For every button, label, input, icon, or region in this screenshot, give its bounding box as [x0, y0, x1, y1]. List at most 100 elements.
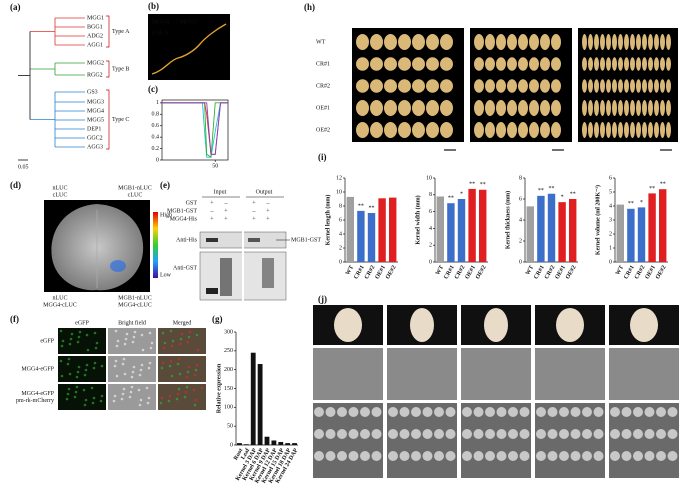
texture	[130, 385, 134, 389]
construct-label: nLUC	[53, 185, 68, 191]
kernel	[612, 34, 617, 50]
row-label: eGFP	[40, 338, 54, 344]
y-tick-label: 200	[224, 367, 233, 373]
sign: +	[210, 216, 214, 222]
texture	[124, 337, 128, 341]
starch-granule	[519, 407, 530, 417]
x-tick-label: OE#2	[475, 265, 488, 281]
y-tick-label: 10	[426, 175, 432, 181]
bar	[537, 195, 545, 262]
kernel	[412, 57, 425, 71]
starch-granule	[656, 451, 666, 461]
texture	[195, 333, 199, 337]
kernel	[529, 57, 539, 71]
bracket	[106, 15, 110, 48]
texture	[116, 339, 120, 343]
texture	[74, 390, 78, 394]
texture	[147, 366, 151, 370]
kernel	[618, 34, 623, 50]
starch-granule	[422, 451, 433, 461]
bar	[558, 202, 566, 262]
kernel	[507, 100, 517, 116]
band-label: MGB1-GST	[291, 237, 321, 243]
significance: **	[649, 186, 655, 192]
y-tick-label: 6	[339, 217, 342, 223]
bar	[468, 188, 476, 262]
y-tick-label: 2	[429, 243, 432, 249]
bar	[367, 213, 376, 262]
kernel	[588, 57, 593, 71]
y-tick-label: 0.6	[152, 123, 160, 129]
texture	[195, 363, 199, 367]
texture	[147, 396, 151, 400]
y-axis-label: Kernel thickness (mm)	[504, 191, 511, 249]
kernel	[642, 122, 647, 138]
significance: **	[549, 186, 555, 192]
starch-granule	[371, 429, 382, 439]
texture	[100, 364, 104, 368]
kernel	[551, 57, 561, 71]
texture	[59, 359, 63, 363]
panel-label: (g)	[212, 314, 223, 324]
starch-granule	[422, 429, 433, 439]
texture	[67, 357, 71, 361]
gene-label: MGG1	[87, 15, 104, 21]
starch-granule	[582, 429, 592, 439]
sign: –	[252, 208, 257, 214]
texture	[66, 392, 70, 396]
texture	[141, 348, 145, 352]
kernel	[440, 100, 453, 116]
starch-granule	[570, 429, 581, 439]
sign: +	[266, 208, 270, 214]
kernel	[412, 122, 425, 138]
kernel	[624, 34, 629, 50]
kernel	[540, 122, 550, 138]
starch-granule	[360, 407, 370, 417]
micrograph	[58, 384, 106, 410]
starch-granule	[411, 429, 421, 439]
texture	[67, 387, 71, 391]
starch-granule	[644, 429, 655, 439]
starch-granule	[473, 451, 484, 461]
starch-granule	[462, 451, 472, 461]
texture	[92, 396, 96, 400]
starch-granule	[462, 407, 472, 417]
texture	[94, 346, 98, 350]
starch-granule	[633, 407, 643, 417]
kernel	[356, 100, 369, 116]
texture	[186, 370, 190, 374]
texture	[59, 329, 63, 333]
kernel-section	[630, 308, 658, 342]
row-label: OE#1	[316, 105, 330, 111]
x-tick-label: Leaf	[240, 447, 252, 461]
row-label: MGB1-GST	[167, 208, 197, 214]
kernel	[507, 34, 517, 50]
y-tick-label: 8	[339, 203, 342, 209]
kernel	[540, 34, 550, 50]
kernel	[654, 79, 659, 93]
kernel	[384, 79, 397, 93]
sem-image	[387, 348, 457, 400]
kernel	[551, 34, 561, 50]
micrograph	[108, 328, 156, 354]
texture	[61, 339, 65, 343]
bar	[378, 198, 386, 262]
starch-granule	[473, 429, 484, 439]
starch-granule	[445, 429, 456, 439]
starch-granule	[667, 429, 678, 439]
starch-granule	[314, 429, 324, 439]
lane-header: Input	[214, 189, 227, 195]
starch-granule	[621, 429, 632, 439]
kernel	[540, 57, 550, 71]
x-tick-label: 50	[212, 163, 218, 169]
texture	[121, 392, 125, 396]
y-tick-label: 8	[429, 192, 432, 198]
kernel	[551, 100, 561, 116]
sem-image	[535, 403, 605, 478]
sem-image	[387, 403, 457, 478]
texture	[170, 344, 174, 348]
kernel	[426, 57, 439, 71]
x-tick-label: WT	[525, 265, 535, 277]
bar	[658, 189, 667, 262]
texture	[85, 333, 89, 337]
